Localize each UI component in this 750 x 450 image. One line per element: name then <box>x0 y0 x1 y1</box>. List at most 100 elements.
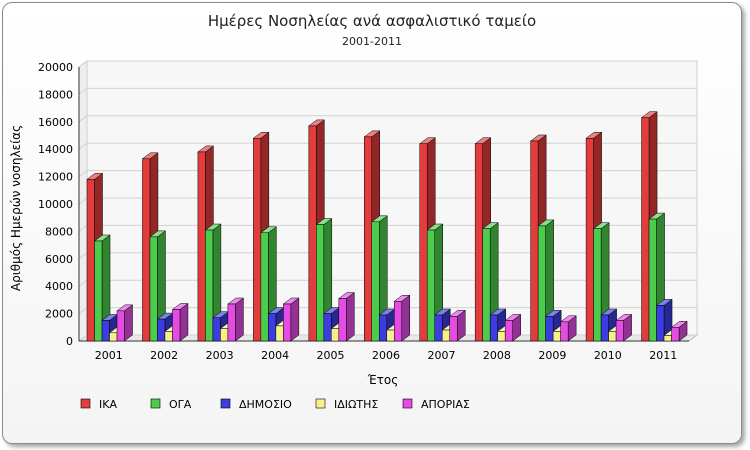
bar-front <box>552 331 561 342</box>
bar-front <box>593 228 602 342</box>
gridline <box>78 170 697 178</box>
bar-front <box>157 318 166 342</box>
bar-front <box>275 325 284 342</box>
x-tick-label: 2001 <box>95 349 123 362</box>
bar <box>282 297 300 342</box>
bar <box>393 294 411 342</box>
legend-swatch <box>220 398 231 409</box>
bar-front <box>394 301 403 342</box>
y-tick-label: 10000 <box>38 198 73 211</box>
x-tick-label: 2006 <box>372 349 400 362</box>
bar-front <box>434 314 443 342</box>
bar <box>93 234 111 342</box>
x-tick-label: 2010 <box>594 349 622 362</box>
gridline <box>78 87 697 95</box>
legend-swatch <box>150 398 161 409</box>
bar-front <box>227 303 236 342</box>
bar <box>338 292 356 342</box>
bar-front <box>331 328 340 342</box>
bar-front <box>537 225 546 342</box>
bar-front <box>253 137 262 342</box>
chart-frame: Ημέρες Νοσηλείας ανά ασφαλιστικό ταμείο … <box>2 2 742 444</box>
bar-front <box>197 151 206 342</box>
legend-item: ΟΓΑ <box>150 398 192 411</box>
bar-side <box>235 297 244 342</box>
y-tick-label: 8000 <box>45 225 73 238</box>
legend-label: ΟΓΑ <box>169 398 192 411</box>
y-tick-label: 6000 <box>45 253 73 266</box>
legend: ΙΚΑ ΟΓΑ ΔΗΜΟΣΙΟ ΙΔΙΩΤΗΣ ΑΠΟΡΙΑΣ <box>80 398 470 411</box>
bar-side <box>401 294 411 342</box>
bar-front <box>648 218 657 342</box>
legend-item: ΙΚΑ <box>80 398 117 411</box>
bar-front <box>364 136 373 342</box>
x-tick-label: 2003 <box>206 349 234 362</box>
bar-front <box>109 332 118 342</box>
y-tick-label: 20000 <box>38 61 73 74</box>
bar-front <box>545 316 554 342</box>
bar-front <box>497 331 506 342</box>
bar-front <box>338 298 347 342</box>
y-tick-label: 14000 <box>38 143 73 156</box>
bar <box>504 313 522 342</box>
bar-front <box>268 313 277 342</box>
bar-front <box>308 125 317 342</box>
x-tick-label: 2005 <box>317 349 345 362</box>
bar-front <box>164 331 173 342</box>
bar-front <box>212 317 221 342</box>
bar-front <box>116 310 125 342</box>
bar-side <box>179 302 189 342</box>
bar <box>116 304 134 342</box>
y-tick-label: 0 <box>66 335 73 348</box>
bar-front <box>530 140 539 342</box>
bar-front <box>615 320 624 342</box>
legend-label: ΙΔΙΩΤΗΣ <box>334 398 378 411</box>
bar-front <box>94 240 103 342</box>
bar-side <box>346 292 355 342</box>
x-axis-label: Έτος <box>367 373 399 387</box>
legend-item: ΔΗΜΟΣΙΟ <box>220 398 292 411</box>
bar <box>615 313 633 342</box>
bar-front <box>600 314 609 342</box>
bar-front <box>474 143 483 342</box>
bar-front <box>585 137 594 342</box>
legend-swatch <box>402 398 413 409</box>
x-tick-label: 2002 <box>150 349 178 362</box>
y-tick-label: 4000 <box>45 280 73 293</box>
bar-front <box>86 179 95 342</box>
gridline <box>78 142 697 150</box>
bar <box>559 315 577 342</box>
bar-front <box>671 327 680 342</box>
y-axis-label: Αριθμός Ημερών νοσηλείας <box>9 125 23 291</box>
bar-front <box>641 117 650 342</box>
bar-front <box>560 321 569 342</box>
bar-front <box>449 316 458 342</box>
bar <box>448 309 466 342</box>
bar-front <box>371 221 380 342</box>
legend-label: ΙΚΑ <box>99 398 117 411</box>
x-tick-label: 2011 <box>649 349 677 362</box>
bar-front <box>316 224 325 342</box>
chart-subtitle: 2001-2011 <box>342 35 402 48</box>
y-tick-label: 2000 <box>45 308 73 321</box>
bar-front <box>283 303 292 342</box>
bar-side <box>290 297 300 342</box>
bar <box>149 230 167 342</box>
legend-swatch <box>315 398 326 409</box>
bar-front <box>142 158 151 342</box>
bar-front <box>220 328 229 342</box>
plot-area: 0 2000 4000 6000 8000 10000 12000 14000 16000 180… <box>38 60 699 362</box>
y-tick-label: 18000 <box>38 88 73 101</box>
bar-front <box>101 320 110 342</box>
y-tick-label: 16000 <box>38 116 73 129</box>
bar-front <box>260 232 269 342</box>
bar-front <box>379 314 388 342</box>
legend-item: ΑΠΟΡΙΑΣ <box>402 398 470 411</box>
bar-front <box>426 229 435 342</box>
bar-front <box>441 329 450 342</box>
bar <box>204 223 222 342</box>
x-tick-label: 2004 <box>261 349 289 362</box>
legend-label: ΔΗΜΟΣΙΟ <box>239 398 292 411</box>
bar <box>227 297 245 342</box>
bar <box>670 320 688 342</box>
